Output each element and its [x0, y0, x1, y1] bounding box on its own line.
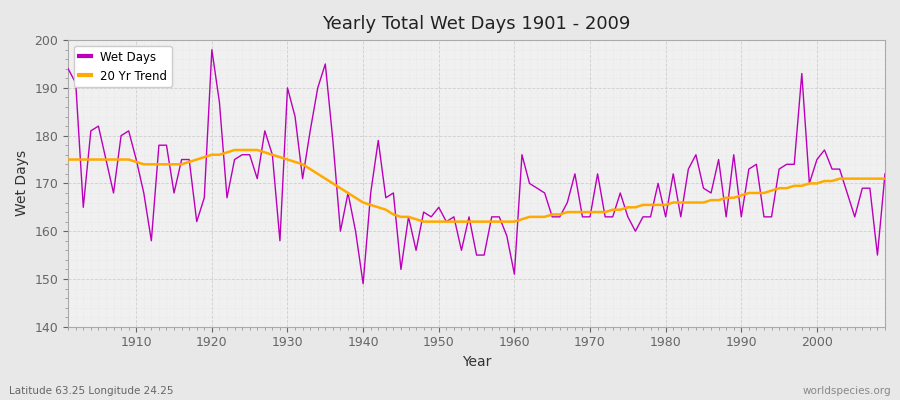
X-axis label: Year: Year [462, 355, 491, 369]
Text: Latitude 63.25 Longitude 24.25: Latitude 63.25 Longitude 24.25 [9, 386, 174, 396]
Wet Days [123, 128, 134, 133]
Wet Days [206, 47, 217, 52]
20 Yr Trend [123, 157, 134, 162]
Wet Days [517, 152, 527, 157]
20 Yr Trend [524, 214, 535, 219]
Wet Days [343, 190, 354, 195]
Text: worldspecies.org: worldspecies.org [803, 386, 891, 396]
20 Yr Trend [879, 176, 890, 181]
20 Yr Trend [230, 148, 240, 152]
20 Yr Trend [63, 157, 74, 162]
Wet Days [297, 176, 308, 181]
Wet Days [63, 66, 74, 71]
Wet Days [524, 181, 535, 186]
20 Yr Trend [615, 207, 626, 212]
20 Yr Trend [418, 219, 429, 224]
Title: Yearly Total Wet Days 1901 - 2009: Yearly Total Wet Days 1901 - 2009 [322, 15, 631, 33]
Line: 20 Yr Trend: 20 Yr Trend [68, 150, 885, 222]
Legend: Wet Days, 20 Yr Trend: Wet Days, 20 Yr Trend [74, 46, 172, 87]
Y-axis label: Wet Days: Wet Days [15, 150, 29, 216]
20 Yr Trend [297, 162, 308, 167]
20 Yr Trend [343, 190, 354, 195]
Wet Days [357, 281, 368, 286]
Wet Days [615, 190, 626, 195]
20 Yr Trend [517, 217, 527, 222]
Wet Days [879, 172, 890, 176]
Line: Wet Days: Wet Days [68, 50, 885, 284]
